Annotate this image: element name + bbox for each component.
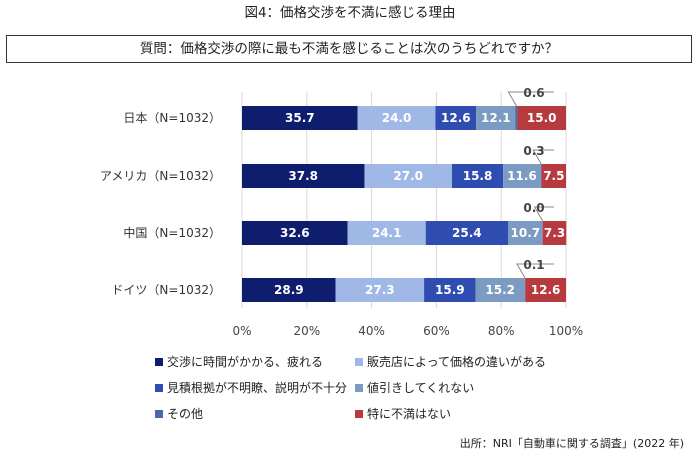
x-tick-label: 60%: [423, 324, 450, 338]
bar-segment: [525, 278, 566, 302]
data-label: 0.6: [523, 86, 544, 100]
legend-item: 交渉に時間がかかる、疲れる: [155, 353, 323, 370]
bar-segment: [335, 278, 425, 302]
bar-segment: [508, 221, 543, 245]
data-label: 27.3: [365, 283, 395, 297]
legend-label: その他: [167, 407, 204, 421]
data-label: 27.0: [393, 169, 423, 183]
bar-segment: [476, 106, 516, 130]
data-label: 12.1: [481, 111, 511, 125]
bar-segment: [542, 221, 567, 245]
question-box: 質問：価格交渉の際に最も不満を感じることは次のうちどれですか？: [6, 35, 692, 63]
bar-segment: [517, 106, 566, 130]
legend-swatch: [355, 383, 363, 392]
legend-swatch: [155, 409, 163, 418]
x-tick-label: 40%: [358, 324, 385, 338]
data-label: 10.7: [511, 226, 541, 240]
legend-swatch: [155, 383, 163, 392]
data-label: 37.8: [288, 169, 318, 183]
bar-segment: [435, 106, 477, 130]
data-label: 0.0: [523, 201, 544, 215]
x-tick-label: 80%: [488, 324, 515, 338]
data-label: 7.3: [544, 226, 565, 240]
legend-swatch: [355, 409, 363, 418]
data-label: 12.6: [531, 283, 561, 297]
data-label: 15.9: [435, 283, 465, 297]
data-label: 12.6: [441, 111, 471, 125]
bar-segment: [347, 221, 426, 245]
data-label: 28.9: [274, 283, 304, 297]
data-label: 15.2: [485, 283, 515, 297]
x-tick-label: 0%: [232, 324, 251, 338]
data-label: 7.5: [543, 169, 564, 183]
callout-line: [532, 149, 554, 165]
data-label: 35.7: [285, 111, 315, 125]
legend-label: 見積根拠が不明瞭、説明が不十分: [167, 381, 348, 395]
category-label: アメリカ（N=1032）: [100, 169, 221, 183]
data-label: 24.0: [382, 111, 412, 125]
legend-label: 特に不満はない: [367, 407, 452, 421]
legend-item: 特に不満はない: [355, 405, 451, 422]
legend-label: 交渉に時間がかかる、疲れる: [167, 355, 324, 369]
legend-label: 値引きしてくれない: [367, 381, 475, 395]
callout-line: [533, 206, 554, 222]
data-label: 0.3: [523, 144, 544, 158]
data-label: 11.6: [507, 169, 537, 183]
bar-segment: [451, 164, 504, 188]
legend-item: 販売店によって価格の違いがある: [355, 353, 546, 370]
data-label: 24.1: [372, 226, 402, 240]
callout-line: [516, 263, 554, 279]
bar-segment: [242, 164, 365, 188]
data-label: 32.6: [280, 226, 310, 240]
legend-swatch: [155, 357, 163, 366]
data-label: 15.0: [527, 111, 557, 125]
bar-segment: [541, 164, 566, 188]
bar-segment: [242, 278, 336, 302]
bar-segment: [515, 106, 518, 130]
bar-segment: [540, 164, 542, 188]
bar-segment: [503, 164, 541, 188]
category-label: 日本（N=1032）: [123, 111, 221, 125]
data-label: 25.4: [452, 226, 482, 240]
bar-segment: [364, 164, 452, 188]
bar-segment: [424, 278, 476, 302]
legend-item: 見積根拠が不明瞭、説明が不十分: [155, 379, 347, 396]
legend-item: その他: [155, 405, 203, 422]
source-note: 出所：NRI「自動車に関する調査」(2022 年): [459, 437, 684, 450]
bar-segment: [242, 106, 358, 130]
x-tick-label: 100%: [549, 324, 583, 338]
bar-segment: [357, 106, 436, 130]
figure-title: 図4：価格交渉を不満に感じる理由: [244, 5, 456, 21]
category-label: ドイツ（N=1032）: [111, 283, 221, 297]
category-label: 中国（N=1032）: [123, 225, 221, 240]
legend-swatch: [355, 357, 363, 366]
stacked-bar-chart: 0% 20% 40% 60% 80% 100% 日本（N=1032） 35.7 24.0 12.6…: [100, 86, 583, 338]
bar-segment: [425, 221, 509, 245]
bar-segment: [242, 221, 348, 245]
legend-label: 販売店によって価格の違いがある: [367, 355, 547, 369]
bar-segment: [475, 278, 525, 302]
callout-line: [507, 91, 554, 107]
legend-item: 値引きしてくれない: [355, 379, 474, 396]
data-label: 15.8: [463, 169, 493, 183]
x-tick-label: 20%: [293, 324, 320, 338]
data-label: 0.1: [523, 258, 544, 272]
